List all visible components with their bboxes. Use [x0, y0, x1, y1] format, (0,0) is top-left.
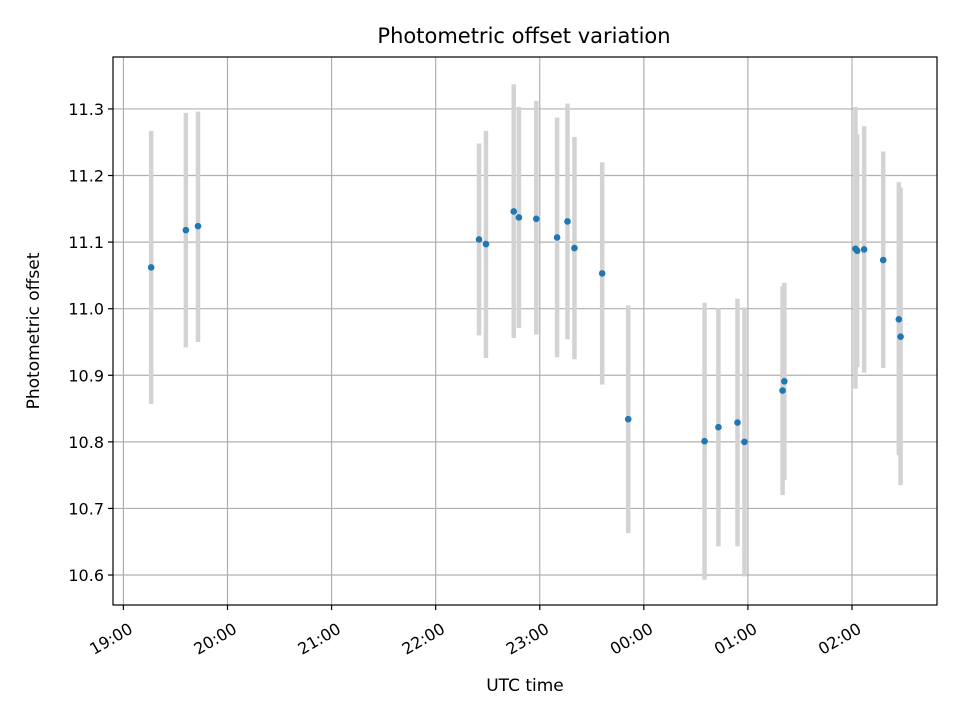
data-point — [781, 377, 788, 385]
data-point — [194, 222, 202, 230]
data-point — [553, 234, 561, 241]
data-point — [895, 316, 903, 323]
data-point — [598, 270, 606, 277]
grid — [113, 57, 937, 605]
data-points — [147, 208, 904, 446]
data-point — [147, 264, 155, 271]
data-point — [182, 226, 190, 234]
data-point — [779, 387, 786, 394]
data-point — [701, 437, 708, 445]
data-point — [510, 208, 518, 215]
x-axis-label: UTC time — [486, 676, 564, 696]
y-tick-label: 10.7 — [68, 499, 104, 518]
y-tick-label: 10.9 — [68, 366, 104, 385]
y-axis-ticks: 10.6 10.7 10.8 10.9 11.0 11.1 11.2 11.3 — [68, 100, 113, 585]
data-point — [715, 423, 722, 431]
data-point — [879, 256, 887, 264]
y-tick-label: 11.0 — [68, 300, 104, 319]
data-point — [853, 247, 861, 255]
data-point — [860, 246, 868, 253]
data-point — [734, 419, 741, 426]
y-axis-label: Photometric offset — [24, 252, 44, 409]
data-point — [482, 240, 490, 248]
data-point — [532, 215, 540, 223]
plot-frame — [112, 56, 938, 606]
y-tick-label: 10.8 — [68, 433, 104, 452]
chart-title: Photometric offset variation — [377, 24, 670, 48]
data-point — [475, 236, 483, 243]
y-tick-label: 11.2 — [68, 167, 104, 186]
data-point — [741, 438, 748, 446]
data-point — [624, 415, 632, 423]
data-point — [897, 333, 904, 340]
y-tick-label: 11.1 — [68, 233, 104, 252]
data-point — [564, 218, 571, 225]
data-point — [571, 244, 578, 252]
y-tick-label: 10.6 — [68, 566, 104, 585]
y-tick-label: 11.3 — [68, 100, 104, 119]
data-point — [515, 214, 523, 221]
